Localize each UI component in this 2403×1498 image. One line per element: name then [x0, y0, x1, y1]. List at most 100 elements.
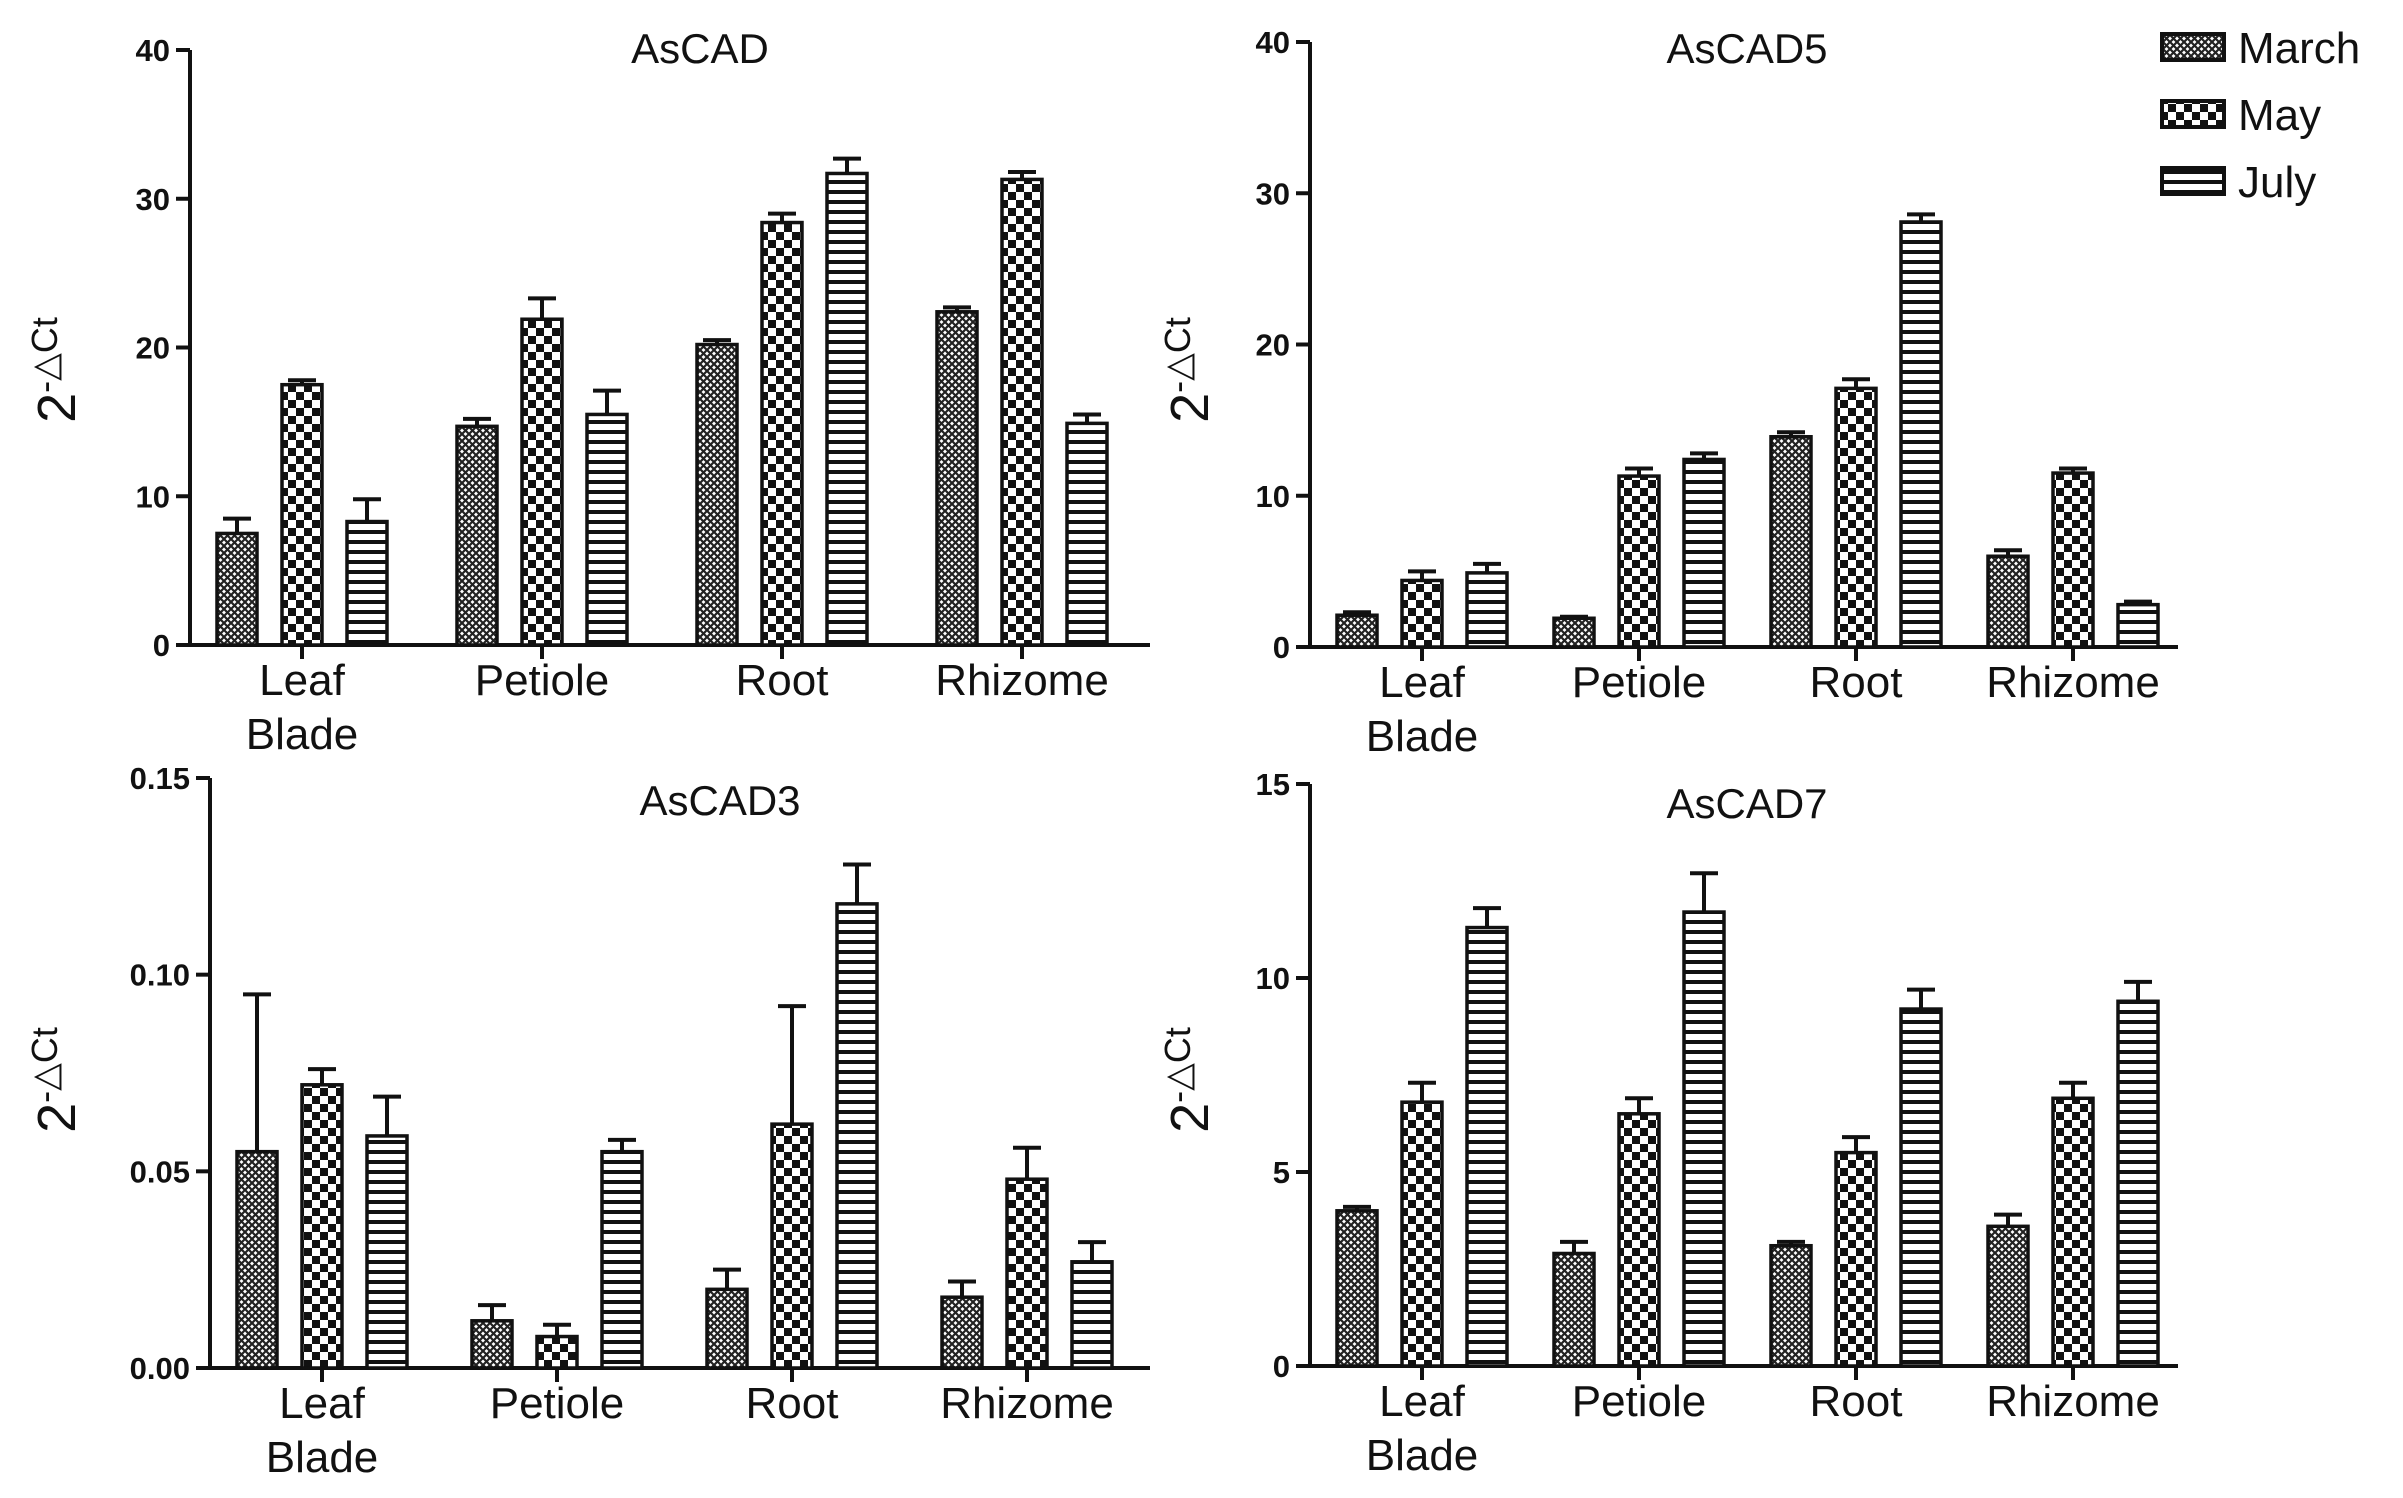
y-tick-label: 0 [1273, 630, 1290, 665]
bar-may-petiole [1617, 1112, 1661, 1368]
bar-march-rhizome [1986, 554, 2030, 649]
y-tick-label: 20 [136, 331, 170, 366]
bar-july-leaf-blade [345, 519, 389, 647]
bar-may-rhizome [1005, 1177, 1049, 1370]
chart-title: AsCAD5 [1666, 25, 1827, 72]
bar-may-root [760, 220, 804, 647]
bar-march-petiole [1552, 616, 1596, 649]
bar-march-root [1769, 1243, 1813, 1368]
bar-march-petiole [470, 1319, 514, 1370]
chart-title: AsCAD [631, 25, 769, 72]
bar-july-root [835, 902, 879, 1370]
legend-label-march: March [2238, 24, 2360, 73]
chart-panel-ascad7: AsCAD7 2-△Ct 0 5 10 15 Leaf Blade Petiole Root Rhi… [1157, 767, 2178, 1480]
chart-panel-ascad5: AsCAD5 2-△Ct 0 10 20 30 40 Leaf Blade Petiole Root… [1157, 25, 2178, 761]
legend-label-may: May [2238, 91, 2321, 140]
bar-march-rhizome [935, 310, 979, 647]
y-tick-label: 0.15 [130, 761, 190, 796]
y-tick-label: 0 [1273, 1349, 1290, 1384]
y-tick-label: 0.00 [130, 1351, 190, 1386]
bar-may-petiole [535, 1334, 579, 1370]
bar-july-leaf-blade [365, 1134, 409, 1370]
bar-march-root [705, 1287, 749, 1370]
bar-march-leaf-blade [235, 1149, 279, 1370]
chart-panel-ascad3: AsCAD3 2-△Ct 0.00 0.05 0.10 0.15 Leaf Blade Peti… [24, 761, 1150, 1482]
bar-july-petiole [585, 412, 629, 647]
y-tick-label: 40 [136, 33, 170, 68]
y-tick-label: 30 [136, 182, 170, 217]
bar-may-rhizome [1000, 177, 1044, 647]
x-tick-label: Leaf Blade [1366, 1377, 1479, 1480]
x-tick-label: Petiole [1572, 658, 1707, 707]
bar-march-petiole [1552, 1251, 1596, 1368]
y-tick-label: 0 [153, 628, 170, 663]
y-tick-label: 30 [1256, 176, 1290, 211]
legend-label-july: July [2238, 158, 2316, 207]
bar-may-petiole [1617, 474, 1661, 649]
bar-july-root [1899, 220, 1943, 649]
x-tick-label: Petiole [490, 1379, 625, 1428]
x-tick-label: Rhizome [1986, 1377, 2160, 1426]
x-tick-label: Root [1810, 658, 1903, 707]
legend-swatch-march [2160, 32, 2226, 62]
bar-may-petiole [520, 317, 564, 647]
y-tick-label: 40 [1256, 25, 1290, 60]
bar-july-rhizome [1065, 421, 1109, 647]
y-tick-label: 10 [1256, 479, 1290, 514]
bar-may-rhizome [2051, 1096, 2095, 1368]
bar-march-rhizome [940, 1295, 984, 1370]
bar-july-rhizome [1070, 1260, 1114, 1370]
x-tick-label: Root [1810, 1377, 1903, 1426]
x-tick-label: Petiole [1572, 1377, 1707, 1426]
x-tick-label: Rhizome [935, 656, 1109, 705]
bar-march-leaf-blade [1335, 1209, 1379, 1368]
y-axis-label: 2-△Ct [1157, 317, 1220, 423]
bar-may-root [1834, 386, 1878, 649]
bar-may-root [1834, 1150, 1878, 1368]
bar-july-petiole [1682, 910, 1726, 1368]
bar-march-root [695, 342, 739, 647]
bar-may-leaf-blade [1400, 1100, 1444, 1368]
bar-march-rhizome [1986, 1224, 2030, 1368]
bar-july-petiole [600, 1149, 644, 1370]
x-tick-label: Leaf Blade [266, 1379, 379, 1482]
bar-may-rhizome [2051, 471, 2095, 649]
chart-title: AsCAD7 [1666, 780, 1827, 827]
chart-panel-ascad: AsCAD 2-△Ct 0 10 20 30 40 Leaf Blade Petiole Root R… [24, 25, 1150, 759]
bar-may-leaf-blade [300, 1083, 344, 1370]
y-tick-label: 5 [1273, 1155, 1290, 1190]
y-axis-label: 2-△Ct [1157, 1027, 1220, 1133]
x-tick-label: Petiole [475, 656, 610, 705]
y-tick-label: 0.05 [130, 1154, 190, 1189]
bar-july-rhizome [2116, 999, 2160, 1368]
y-tick-label: 20 [1256, 328, 1290, 363]
bar-march-petiole [455, 424, 499, 647]
x-tick-label: Rhizome [1986, 658, 2160, 707]
bar-march-root [1769, 435, 1813, 649]
legend-swatch-may [2160, 99, 2226, 129]
legend: March May July [2160, 24, 2360, 207]
x-tick-label: Leaf Blade [1366, 658, 1479, 761]
bar-july-root [1899, 1007, 1943, 1368]
y-axis-label: 2-△Ct [24, 317, 87, 423]
chart-title: AsCAD3 [639, 777, 800, 824]
bar-march-leaf-blade [215, 531, 259, 647]
y-tick-label: 10 [1256, 961, 1290, 996]
x-tick-label: Leaf Blade [246, 656, 359, 759]
legend-swatch-july [2160, 166, 2226, 196]
bar-may-root [770, 1122, 814, 1370]
x-tick-label: Root [746, 1379, 839, 1428]
y-tick-label: 15 [1256, 767, 1290, 802]
bar-may-leaf-blade [280, 382, 324, 647]
x-tick-label: Root [736, 656, 829, 705]
y-axis-label: 2-△Ct [24, 1027, 87, 1133]
y-tick-label: 10 [136, 479, 170, 514]
bar-march-leaf-blade [1335, 613, 1379, 649]
y-tick-label: 0.10 [130, 958, 190, 993]
bar-july-rhizome [2116, 602, 2160, 649]
bar-july-leaf-blade [1465, 925, 1509, 1368]
bar-july-root [825, 171, 869, 647]
bar-july-petiole [1682, 457, 1726, 649]
bar-july-leaf-blade [1465, 571, 1509, 649]
